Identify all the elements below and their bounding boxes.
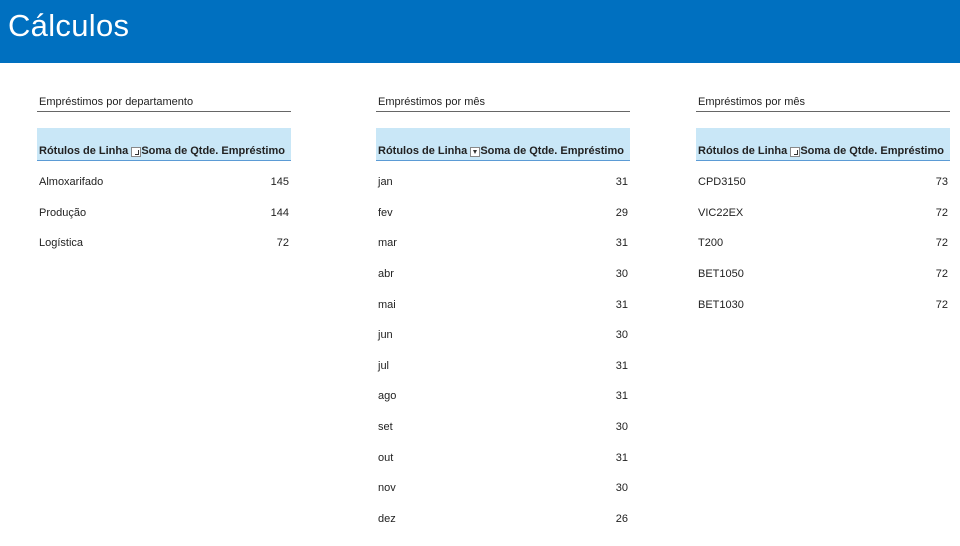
- pivot-title: Empréstimos por mês: [376, 94, 630, 112]
- row-value: 30: [615, 329, 628, 342]
- row-value: 72: [935, 237, 948, 250]
- row-label: CPD3150: [698, 176, 746, 189]
- column-header: Rótulos de Linha: [698, 145, 788, 157]
- row-value: 30: [615, 482, 628, 495]
- filter-button[interactable]: [131, 147, 141, 157]
- row-label: out: [378, 451, 394, 464]
- pivot-row: jun 30: [376, 320, 630, 351]
- pivot-rows: CPD3150 73 VIC22EX 72 T200 72 BET1050 72 BET1030…: [696, 167, 950, 320]
- column-header: Soma de Qtde. Empréstimo: [480, 145, 624, 157]
- row-value: 26: [615, 512, 628, 525]
- page-title: Cálculos: [8, 8, 130, 43]
- row-value: 31: [615, 451, 628, 464]
- pivot-row: jul 31: [376, 351, 630, 382]
- pivot-row: mai 31: [376, 289, 630, 320]
- row-value: 72: [935, 206, 948, 219]
- pivot-row: dez 26: [376, 504, 630, 535]
- row-value: 31: [615, 298, 628, 311]
- row-value: 72: [935, 298, 948, 311]
- row-value: 30: [615, 268, 628, 281]
- row-value: 30: [615, 421, 628, 434]
- pivot-row: abr 30: [376, 259, 630, 290]
- filter-button[interactable]: [790, 147, 800, 157]
- row-label: ago: [378, 390, 397, 403]
- row-label: T200: [698, 237, 724, 250]
- pivot-row: ago 31: [376, 381, 630, 412]
- row-label: Logística: [39, 237, 84, 250]
- pivot-row: T200 72: [696, 228, 950, 259]
- row-label: abr: [378, 268, 394, 281]
- row-value: 31: [615, 237, 628, 250]
- header-bar: Cálculos: [0, 0, 960, 63]
- row-value: 145: [270, 176, 289, 189]
- pivot-row: VIC22EX 72: [696, 198, 950, 229]
- column-header: Rótulos de Linha: [378, 145, 468, 157]
- row-label: mar: [378, 237, 397, 250]
- pivot-title: Empréstimos por departamento: [37, 94, 291, 112]
- pivot-row: BET1050 72: [696, 259, 950, 290]
- row-value: 29: [615, 206, 628, 219]
- pivot-row: Logística 72: [37, 228, 291, 259]
- pivot-title: Empréstimos por mês: [696, 94, 950, 112]
- filter-button[interactable]: [470, 147, 480, 157]
- row-label: BET1050: [698, 268, 744, 281]
- pivot-row: mar 31: [376, 228, 630, 259]
- pivot-rows: Almoxarifado 145 Produção 144 Logística 72: [37, 167, 291, 259]
- column-header: Rótulos de Linha: [39, 145, 129, 157]
- row-label: BET1030: [698, 298, 744, 311]
- pivot-row: fev 29: [376, 198, 630, 229]
- pivot-rows: jan 31 fev 29 mar 31 abr 30 mai 31 jun 30 jul 31 ago 31…: [376, 167, 630, 534]
- pivot-row: Almoxarifado 145: [37, 167, 291, 198]
- pivot-row: jan 31: [376, 167, 630, 198]
- row-value: 72: [935, 268, 948, 281]
- row-label: nov: [378, 482, 396, 495]
- pivot-table: Empréstimos por mês Rótulos de Linha Soma …: [696, 94, 950, 320]
- row-label: VIC22EX: [698, 206, 744, 219]
- row-label: jul: [378, 359, 390, 372]
- row-label: jan: [378, 176, 393, 189]
- pivot-row: Produção 144: [37, 198, 291, 229]
- row-label: mai: [378, 298, 396, 311]
- row-label: jun: [378, 329, 393, 342]
- row-label: fev: [378, 206, 393, 219]
- pivot-table: Empréstimos por mês Rótulos de Linha Soma …: [376, 94, 630, 534]
- row-label: Almoxarifado: [39, 176, 104, 189]
- row-label: set: [378, 421, 393, 434]
- row-value: 31: [615, 359, 628, 372]
- pivot-row: nov 30: [376, 473, 630, 504]
- column-header: Soma de Qtde. Empréstimo: [141, 145, 285, 157]
- pivot-header: Rótulos de Linha Soma de Qtde. Empréstimo: [696, 128, 950, 161]
- row-value: 144: [270, 206, 289, 219]
- row-value: 31: [615, 390, 628, 403]
- pivot-header: Rótulos de Linha Soma de Qtde. Empréstimo: [376, 128, 630, 161]
- row-value: 31: [615, 176, 628, 189]
- pivot-row: set 30: [376, 412, 630, 443]
- pivot-row: CPD3150 73: [696, 167, 950, 198]
- pivot-header: Rótulos de Linha Soma de Qtde. Empréstimo: [37, 128, 291, 161]
- pivot-table: Empréstimos por departamento Rótulos de L…: [37, 94, 291, 259]
- row-label: Produção: [39, 206, 87, 219]
- column-header: Soma de Qtde. Empréstimo: [800, 145, 944, 157]
- pivot-row: BET1030 72: [696, 289, 950, 320]
- row-value: 73: [935, 176, 948, 189]
- pivot-row: out 31: [376, 442, 630, 473]
- row-label: dez: [378, 512, 396, 525]
- row-value: 72: [276, 237, 289, 250]
